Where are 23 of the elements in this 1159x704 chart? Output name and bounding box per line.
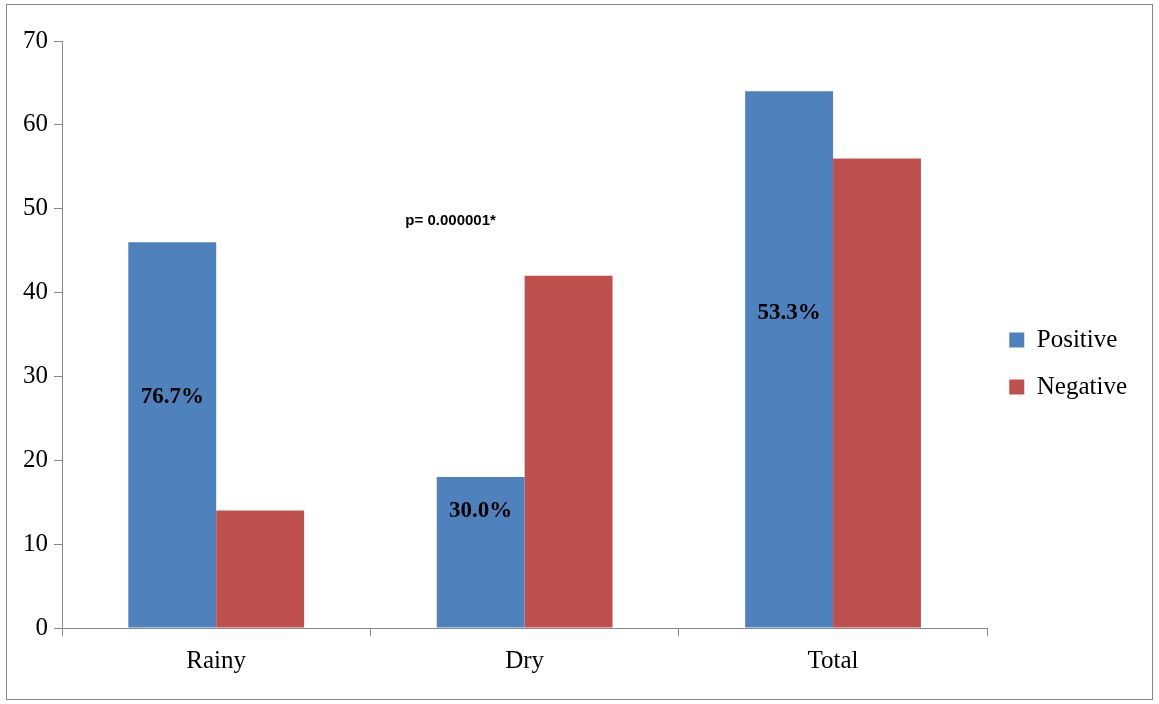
y-tick-label: 60: [23, 109, 48, 137]
annotation: 53.3%: [757, 299, 821, 325]
bar: [128, 242, 217, 628]
y-tick-label: 40: [23, 277, 48, 305]
x-tick-label: Total: [807, 645, 859, 673]
y-tick-label: 10: [23, 528, 48, 556]
y-tick-label: 0: [35, 612, 48, 640]
annotation: p= 0.000001*: [405, 211, 497, 229]
x-tick-label: Rainy: [186, 645, 247, 673]
y-tick-label: 70: [23, 25, 48, 53]
x-tick-label: Dry: [505, 645, 545, 673]
annotation: 30.0%: [449, 496, 513, 522]
bar: [745, 91, 834, 628]
bar: [833, 158, 921, 628]
bar: [524, 275, 613, 628]
annotation: 76.7%: [140, 383, 204, 409]
y-tick-label: 30: [23, 360, 48, 388]
y-tick-label: 50: [23, 193, 48, 221]
bar: [436, 477, 525, 628]
legend-label: Positive: [1036, 324, 1118, 352]
y-tick-label: 20: [23, 444, 48, 472]
bar: [216, 510, 305, 628]
legend-label: Negative: [1036, 371, 1127, 399]
